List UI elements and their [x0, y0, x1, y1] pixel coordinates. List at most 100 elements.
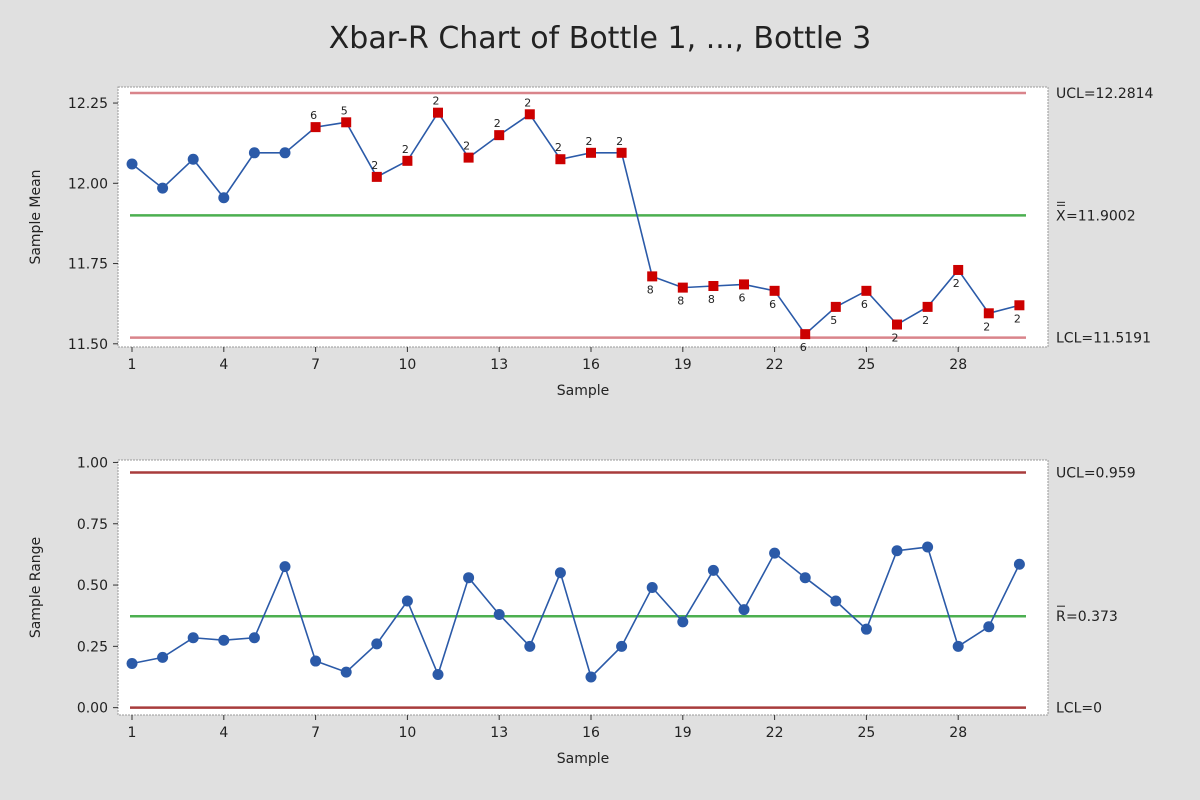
range-xtick-label: 7 [311, 725, 320, 741]
range-series-line [131, 546, 1021, 679]
xbar-point [157, 182, 169, 194]
range-xtick-label: 19 [674, 725, 692, 741]
xbar-y-axis-label: Sample Mean [28, 169, 44, 264]
xbar-ytick-label: 12.25 [68, 96, 108, 112]
xbar-xtick-label: 22 [766, 357, 784, 373]
range-point [585, 671, 597, 683]
range-point [126, 658, 138, 670]
xbar-test-label: 2 [922, 314, 929, 327]
range-point [248, 632, 260, 644]
range-point [524, 640, 536, 652]
range-xtick-label: 4 [219, 725, 228, 741]
xbar-point-flagged [1014, 300, 1025, 311]
xbar-test-label: 2 [433, 95, 440, 108]
chart-title: Xbar-R Chart of Bottle 1, ..., Bottle 3 [329, 21, 872, 56]
xbar-xtick-label: 7 [311, 357, 320, 373]
xbar-test-label: 2 [463, 140, 470, 153]
xbar-test-label: 5 [830, 314, 837, 327]
xbar-test-label: 6 [310, 109, 317, 122]
range-ytick-label: 0.50 [77, 578, 108, 594]
xbar-point-flagged [953, 264, 964, 275]
range-ucl-label: UCL=0.959 [1056, 466, 1136, 482]
range-ytick-label: 1.00 [77, 455, 108, 471]
xbar-test-label: 2 [983, 320, 990, 333]
xbar-test-label: 2 [402, 143, 409, 156]
xbar-point-flagged [892, 319, 902, 330]
xbar-test-label: 2 [892, 332, 899, 345]
range-point [769, 547, 781, 559]
range-point [738, 604, 750, 616]
xbar-point-flagged [341, 117, 352, 128]
range-center-symbol: R [1056, 609, 1066, 625]
xbar-test-label: 2 [1014, 312, 1021, 325]
xbar-center-label: =11.9002 [1066, 208, 1136, 224]
xbar-test-label: 2 [494, 117, 501, 130]
range-point [401, 595, 413, 607]
xbar-xtick-label: 13 [490, 357, 508, 373]
xbar-point-flagged [739, 279, 749, 290]
range-point [646, 582, 658, 593]
range-point [983, 621, 995, 633]
range-point [157, 651, 169, 663]
xbar-test-label: 6 [861, 298, 868, 311]
xbar-test-label: 2 [524, 96, 531, 109]
range-center-label-group: R =0.373 [1056, 605, 1118, 625]
range-point [677, 616, 689, 628]
xbar-point-flagged [922, 301, 933, 312]
xbar-point-flagged [983, 308, 994, 319]
range-xtick-label: 1 [128, 725, 137, 741]
xbar-test-label: 6 [739, 291, 746, 304]
xbar-test-label: 2 [616, 135, 623, 148]
xbar-xtick-label: 25 [857, 357, 875, 373]
range-point [922, 541, 934, 553]
range-point [187, 632, 199, 644]
xbar-point-flagged [616, 147, 627, 158]
range-point [432, 669, 444, 681]
xbar-xtick-label: 28 [949, 357, 967, 373]
xbar-point-flagged [463, 152, 474, 163]
range-point [218, 634, 230, 646]
range-point [310, 655, 322, 667]
xbar-xtick-label: 1 [128, 357, 137, 373]
range-lcl-label: LCL=0 [1056, 701, 1102, 717]
xbar-test-label: 8 [647, 283, 654, 296]
range-point [830, 595, 842, 607]
xbar-xtick-label: 10 [398, 357, 416, 373]
xbar-test-label: 2 [586, 135, 593, 148]
xbar-test-label: 2 [953, 277, 960, 290]
range-xtick-label: 22 [766, 725, 784, 741]
range-ytick-label: 0.25 [77, 639, 108, 655]
xbar-point-flagged [677, 282, 688, 293]
range-xtick-label: 25 [857, 725, 875, 741]
xbar-point-flagged [647, 271, 658, 282]
xbar-xtick-label: 4 [219, 357, 228, 373]
range-ytick-label: 0.75 [77, 517, 108, 533]
range-point [279, 561, 291, 573]
xbar-xtick-label: 16 [582, 357, 600, 373]
xbar-x-axis-label: Sample [557, 383, 610, 399]
xbar-test-label: 2 [555, 141, 562, 154]
range-point [952, 640, 964, 652]
xbar-ytick-label: 12.00 [68, 176, 108, 192]
xbar-point-flagged [708, 281, 719, 292]
xbar-test-label: 8 [677, 295, 684, 308]
range-point [707, 564, 719, 576]
xbar-point-flagged [555, 154, 566, 165]
xbar-test-label: 5 [341, 104, 348, 117]
xbar-center-label-group: X =11.9002 [1056, 201, 1136, 224]
xbar-point [279, 147, 291, 159]
range-point [493, 608, 505, 620]
range-point [371, 638, 383, 650]
range-panel: 0.00 0.25 0.50 0.75 1.00 1 4 7 10 13 16 19 22 25 28 Sam… [28, 455, 1136, 767]
range-point [463, 572, 475, 584]
xbar-point-flagged [371, 171, 382, 182]
xbar-ucl-label: UCL=12.2814 [1056, 86, 1154, 102]
range-plot-area [117, 459, 1049, 716]
xbar-test-label: 6 [800, 341, 807, 354]
range-ytick-label: 0.00 [77, 701, 108, 717]
xbar-test-label: 6 [769, 298, 776, 311]
xbar-point-flagged [861, 285, 872, 296]
xbar-point-flagged [586, 147, 596, 158]
